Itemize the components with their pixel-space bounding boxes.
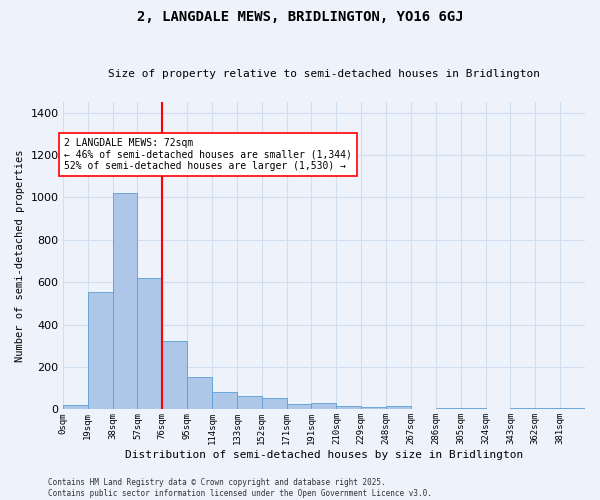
Text: Contains HM Land Registry data © Crown copyright and database right 2025.
Contai: Contains HM Land Registry data © Crown c… xyxy=(48,478,432,498)
Bar xyxy=(163,340,187,409)
Bar xyxy=(262,398,287,409)
Text: 2 LANGDALE MEWS: 72sqm
← 46% of semi-detached houses are smaller (1,344)
52% of : 2 LANGDALE MEWS: 72sqm ← 46% of semi-det… xyxy=(64,138,352,171)
Bar xyxy=(88,292,113,410)
Bar xyxy=(187,376,212,410)
Bar xyxy=(461,408,485,410)
Bar xyxy=(337,406,361,409)
Bar xyxy=(535,408,560,410)
Bar xyxy=(287,404,311,409)
Y-axis label: Number of semi-detached properties: Number of semi-detached properties xyxy=(15,150,25,362)
Text: 2, LANGDALE MEWS, BRIDLINGTON, YO16 6GJ: 2, LANGDALE MEWS, BRIDLINGTON, YO16 6GJ xyxy=(137,10,463,24)
Bar xyxy=(560,408,585,410)
Bar xyxy=(386,406,411,409)
Bar xyxy=(237,396,262,409)
Bar xyxy=(63,405,88,409)
X-axis label: Distribution of semi-detached houses by size in Bridlington: Distribution of semi-detached houses by … xyxy=(125,450,523,460)
Bar xyxy=(113,193,137,410)
Bar xyxy=(311,403,337,409)
Bar xyxy=(511,408,535,410)
Bar xyxy=(361,408,386,410)
Bar xyxy=(436,408,461,410)
Bar xyxy=(212,392,237,409)
Bar xyxy=(137,278,163,409)
Title: Size of property relative to semi-detached houses in Bridlington: Size of property relative to semi-detach… xyxy=(108,69,540,79)
